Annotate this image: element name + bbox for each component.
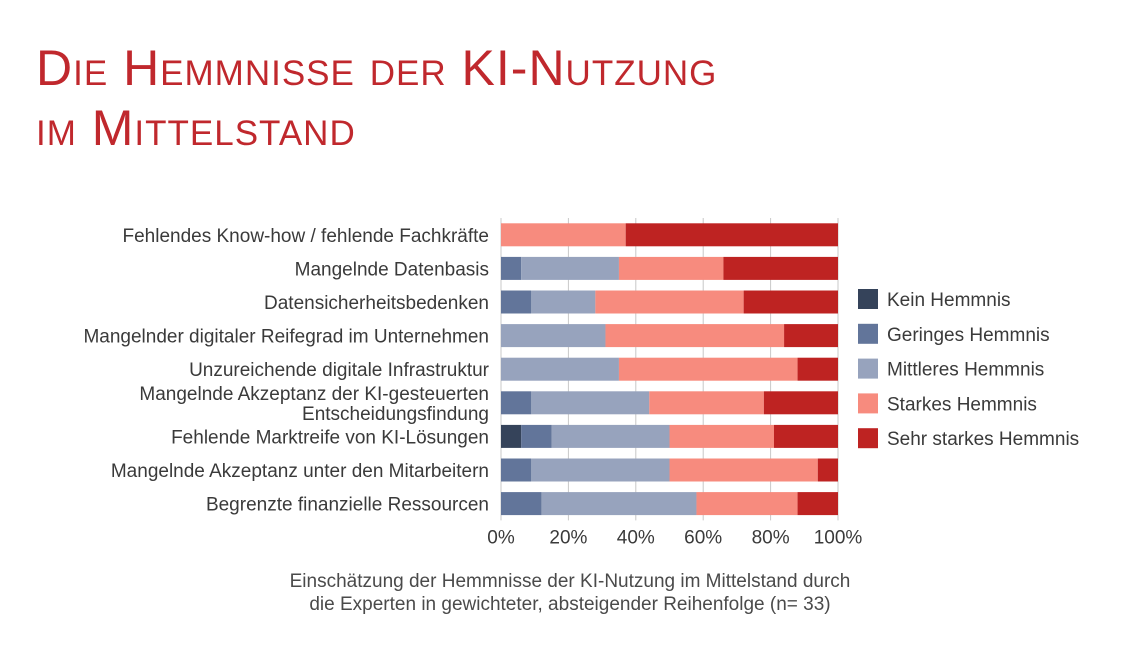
bar-segment-5-row-1 — [625, 223, 838, 247]
legend-label: Geringes Hemmnis — [887, 325, 1050, 346]
bar-segment-3-row-9 — [541, 492, 697, 516]
bar-segment-5-row-6 — [763, 391, 838, 415]
x-axis-ticks: 0% 20% 40% 60% 80% 100% — [487, 527, 862, 548]
category-label: Entscheidungsfindung — [302, 404, 489, 425]
category-label: Mangelnde Datenbasis — [295, 259, 489, 280]
category-label: Fehlende Marktreife von KI-Lösungen — [171, 427, 489, 448]
legend-label: Sehr starkes Hemmnis — [887, 429, 1079, 450]
category-label: Begrenzte finanzielle Ressourcen — [206, 495, 489, 516]
bar-segment-3-row-4 — [501, 324, 606, 348]
bar-segment-5-row-3 — [743, 290, 838, 314]
bar-segment-2-row-3 — [501, 290, 532, 314]
bar-segment-5-row-9 — [797, 492, 838, 516]
x-tick-label: 80% — [752, 527, 790, 548]
bar-segment-5-row-4 — [784, 324, 838, 348]
page-title-line-2: im Mittelstand — [36, 100, 356, 156]
x-tick-label: 0% — [487, 527, 515, 548]
bar-segment-5-row-8 — [817, 458, 838, 482]
x-tick-label: 40% — [617, 527, 655, 548]
bar-segment-4-row-9 — [696, 492, 798, 516]
category-label: Datensicherheitsbedenken — [264, 293, 489, 314]
legend-label: Mittleres Hemmnis — [887, 360, 1044, 381]
bar-segment-4-row-8 — [669, 458, 818, 482]
category-label: Unzureichende digitale Infrastruktur — [189, 360, 490, 381]
bar-segment-2-row-9 — [501, 492, 542, 516]
category-labels: Fehlendes Know-how / fehlende Fachkräfte… — [83, 226, 489, 516]
caption-line-2: die Experten in gewichteter, absteigende… — [309, 594, 831, 615]
stacked-bar-chart: Fehlendes Know-how / fehlende Fachkräfte… — [83, 218, 1079, 548]
bar-segment-4-row-6 — [649, 391, 764, 415]
legend-swatch — [858, 428, 878, 449]
caption-line-1: Einschätzung der Hemmnisse der KI-Nutzun… — [289, 571, 851, 592]
bar-segment-4-row-5 — [618, 357, 798, 381]
legend-swatch — [858, 323, 878, 344]
bar-segment-3-row-7 — [551, 424, 670, 448]
bar-segment-4-row-2 — [618, 256, 724, 280]
bar-segment-3-row-6 — [531, 391, 650, 415]
legend-label: Kein Hemmnis — [887, 290, 1011, 311]
legend-label: Starkes Hemmnis — [887, 394, 1037, 415]
bar-segment-4-row-7 — [669, 424, 774, 448]
bar-segment-3-row-3 — [531, 290, 596, 314]
bar-segment-5-row-2 — [723, 256, 838, 280]
x-tick-label: 100% — [814, 527, 863, 548]
bar-segment-2-row-8 — [501, 458, 532, 482]
bar-segment-3-row-2 — [521, 256, 619, 280]
bar-segment-4-row-4 — [605, 324, 785, 348]
bar-segment-2-row-6 — [501, 391, 532, 415]
page-title-line-1: Die Hemmnisse der KI-Nutzung — [36, 40, 718, 96]
category-label: Mangelnde Akzeptanz der KI-gesteuerten — [139, 384, 489, 405]
category-label: Mangelnde Akzeptanz unter den Mitarbeite… — [111, 461, 489, 482]
page-title: Die Hemmnisse der KI-Nutzung im Mittelst… — [36, 38, 717, 158]
legend-swatch — [858, 358, 878, 379]
legend: Kein Hemmnis Geringes Hemmnis Mittleres He… — [858, 289, 1079, 450]
bar-segment-4-row-3 — [595, 290, 744, 314]
category-label: Mangelnder digitaler Reifegrad im Untern… — [83, 327, 489, 348]
x-tick-label: 20% — [549, 527, 587, 548]
bar-segment-2-row-2 — [501, 256, 522, 280]
bars — [501, 223, 838, 516]
chart-caption: Einschätzung der Hemmnisse der KI-Nutzun… — [200, 570, 940, 616]
bar-segment-4-row-1 — [501, 223, 626, 247]
bar-segment-5-row-5 — [797, 357, 838, 381]
bar-segment-3-row-8 — [531, 458, 670, 482]
legend-swatch — [858, 393, 878, 414]
bar-segment-3-row-5 — [501, 357, 619, 381]
legend-swatch — [858, 289, 878, 309]
x-tick-label: 60% — [684, 527, 722, 548]
bar-segment-2-row-7 — [521, 424, 552, 448]
category-label: Fehlendes Know-how / fehlende Fachkräfte — [123, 226, 490, 247]
bar-segment-5-row-7 — [773, 424, 838, 448]
bar-segment-1-row-7 — [501, 424, 522, 448]
